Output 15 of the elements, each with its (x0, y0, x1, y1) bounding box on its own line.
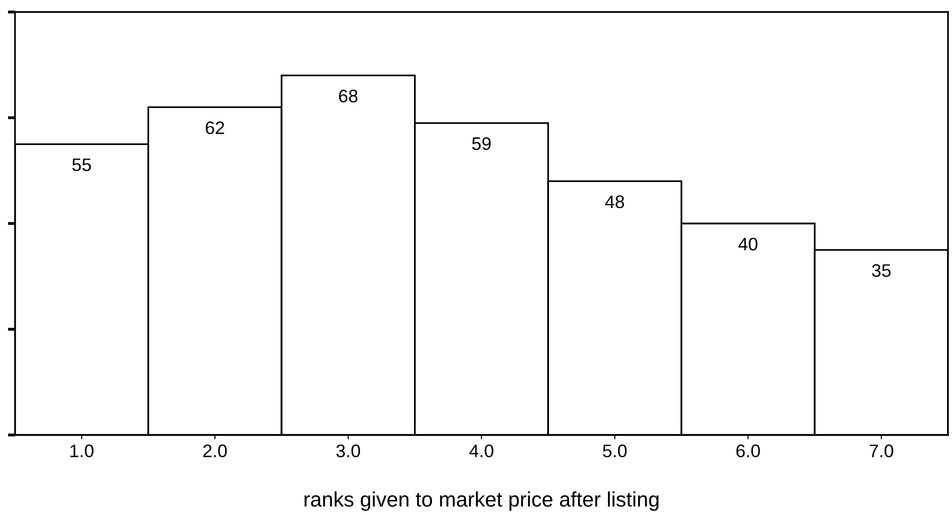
x-tick-label: 3.0 (336, 444, 360, 458)
x-tick-label: 7.0 (870, 444, 894, 458)
data-label: 40 (738, 238, 758, 250)
data-label: 62 (206, 121, 224, 134)
data-label: 35 (872, 264, 891, 277)
x-axis-title: ranks given to market price after listing (304, 491, 658, 511)
x-tick-label: 5.0 (602, 444, 627, 458)
data-label: 55 (72, 158, 91, 172)
data-label: 59 (472, 137, 491, 150)
data-label: 48 (605, 195, 624, 208)
data-label: 68 (339, 90, 358, 102)
x-tick-label: 2.0 (203, 444, 227, 458)
x-tick-label: 1.0 (70, 444, 94, 458)
x-tick-label: 4.0 (469, 444, 494, 458)
x-tick-label: 6.0 (736, 444, 760, 458)
